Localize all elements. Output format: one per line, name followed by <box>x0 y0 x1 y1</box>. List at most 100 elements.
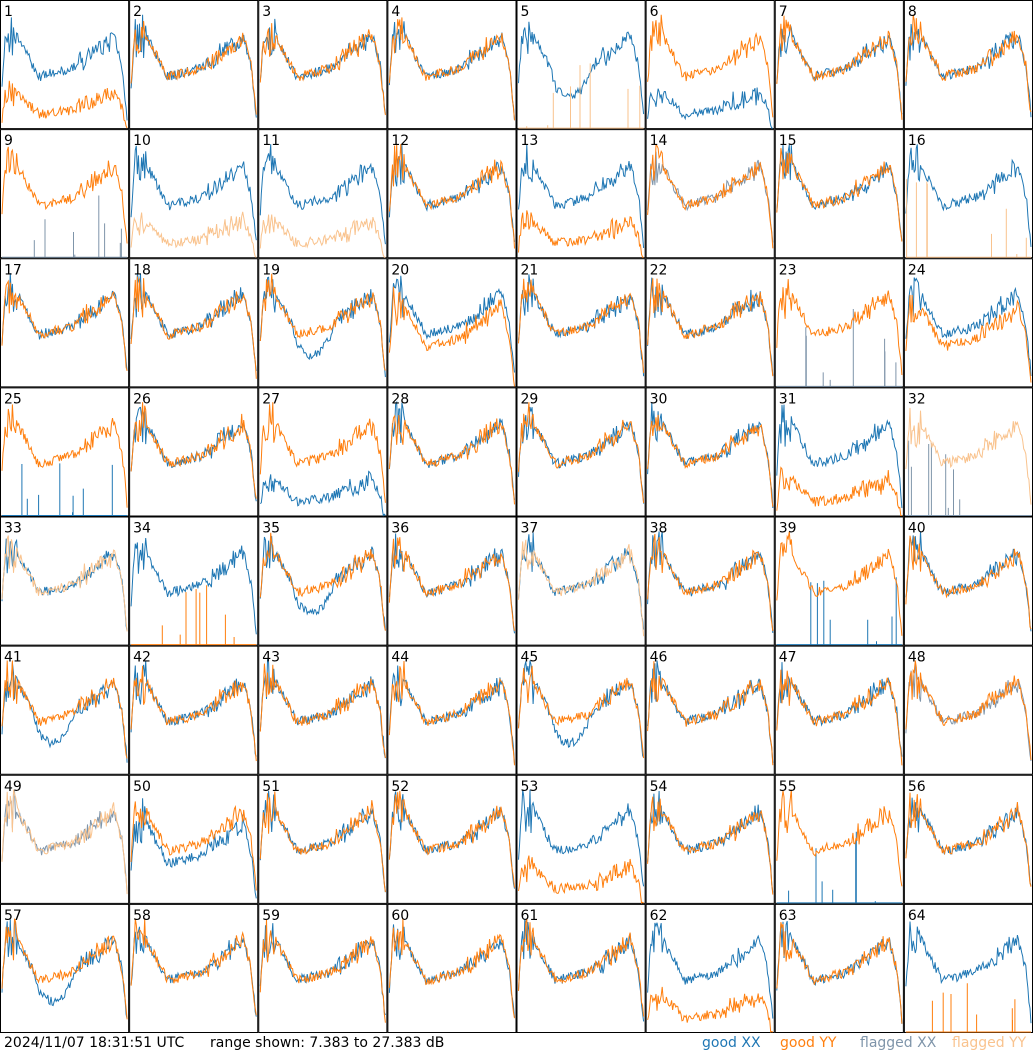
yy-series-line <box>259 214 386 258</box>
panel-20: 20 <box>387 258 517 388</box>
legend-flagged-xx: flagged XX <box>860 1035 937 1051</box>
panel-label: 41 <box>4 650 22 666</box>
range-text: range shown: 7.383 to 27.383 dB <box>210 1035 445 1051</box>
panel-label: 34 <box>133 521 151 537</box>
panel-label: 49 <box>4 779 22 795</box>
panel-60: 60 <box>387 903 517 1033</box>
panel-label: 32 <box>908 391 926 407</box>
panel-6: 6 <box>645 0 775 130</box>
panel-label: 50 <box>133 779 151 795</box>
yy-series-line <box>1 789 128 895</box>
xx-series-line <box>776 309 902 387</box>
yy-series-line <box>259 919 386 1023</box>
panel-frame <box>516 645 646 775</box>
xx-series-line <box>905 664 1032 762</box>
panel-46: 46 <box>645 645 775 775</box>
panel-16: 16 <box>903 129 1033 259</box>
panel-label: 5 <box>521 4 530 20</box>
yy-series-line <box>647 278 774 377</box>
panel-label: 21 <box>521 262 539 278</box>
panel-frame <box>387 903 517 1033</box>
yy-series-line <box>776 531 903 636</box>
xx-series-line <box>905 23 1032 118</box>
panel-label: 60 <box>391 908 409 924</box>
yy-series-line <box>388 286 515 387</box>
panel-22: 22 <box>645 258 775 388</box>
xx-series-line <box>647 151 774 243</box>
xx-series-line <box>1 538 128 632</box>
yy-series-line <box>518 918 645 1017</box>
panel-label: 9 <box>4 133 13 149</box>
panel-label: 52 <box>391 779 409 795</box>
panel-frame <box>903 0 1033 130</box>
panel-frame <box>387 387 517 517</box>
panel-frame <box>258 903 388 1033</box>
panel-label: 45 <box>521 650 539 666</box>
panel-label: 10 <box>133 133 151 149</box>
xx-series-line <box>1 17 128 121</box>
panel-14: 14 <box>645 129 775 259</box>
panel-label: 11 <box>262 133 280 149</box>
panel-label: 7 <box>779 4 788 20</box>
yy-series-line <box>647 533 774 632</box>
panel-1: 1 <box>0 0 130 130</box>
panel-frame <box>645 645 775 775</box>
xx-series-line <box>905 531 1032 632</box>
xx-series-line <box>647 402 774 509</box>
xx-series-line <box>259 144 386 245</box>
yy-series-line <box>905 983 1031 1033</box>
panel-label: 26 <box>133 391 151 407</box>
panel-frame <box>774 645 904 775</box>
xx-series-line <box>905 921 1032 1024</box>
yy-series-line <box>647 986 774 1033</box>
xx-series-line <box>388 791 515 889</box>
panel-label: 54 <box>650 779 668 795</box>
panel-8: 8 <box>903 0 1033 130</box>
panel-frame <box>645 387 775 517</box>
panel-frame <box>258 387 388 517</box>
panel-label: 6 <box>650 4 659 20</box>
panel-frame <box>0 0 130 130</box>
xx-series-line <box>518 789 645 887</box>
xx-series-line <box>388 144 515 242</box>
xx-series-line <box>388 275 515 373</box>
xx-series-line <box>518 21 645 115</box>
xx-series-line <box>130 538 257 635</box>
panel-label: 2 <box>133 4 142 20</box>
yy-series-line <box>130 402 257 499</box>
yy-series-line <box>776 15 903 120</box>
panel-frame <box>516 903 646 1033</box>
panel-label: 24 <box>908 262 926 278</box>
yy-series-line <box>259 402 386 503</box>
panel-frame <box>0 903 130 1033</box>
panel-44: 44 <box>387 645 517 775</box>
panel-frame <box>516 774 646 904</box>
yy-series-line <box>388 143 515 249</box>
yy-series-line <box>905 179 1031 258</box>
panel-label: 47 <box>779 650 797 666</box>
yy-series-line <box>388 918 515 1019</box>
panel-label: 22 <box>650 262 668 278</box>
panel-label: 59 <box>262 908 280 924</box>
panel-19: 19 <box>258 258 388 388</box>
panel-frame <box>387 645 517 775</box>
xx-series-line <box>518 532 645 630</box>
yy-series-line <box>776 789 903 887</box>
panel-frame <box>645 0 775 130</box>
panel-frame <box>387 774 517 904</box>
yy-series-line <box>905 14 1032 113</box>
panel-26: 26 <box>129 387 259 517</box>
panel-frame <box>645 516 775 646</box>
xx-series-line <box>776 831 902 904</box>
panel-48: 48 <box>903 645 1033 775</box>
panel-frame <box>0 129 130 259</box>
panel-27: 27 <box>258 387 388 517</box>
yy-series-line <box>130 211 257 258</box>
xx-series-line <box>776 577 902 646</box>
yy-series-line <box>518 278 645 373</box>
panel-label: 18 <box>133 262 151 278</box>
panel-label: 20 <box>391 262 409 278</box>
yy-series-line <box>905 407 1032 505</box>
panel-label: 56 <box>908 779 926 795</box>
yy-series-line <box>647 796 774 895</box>
